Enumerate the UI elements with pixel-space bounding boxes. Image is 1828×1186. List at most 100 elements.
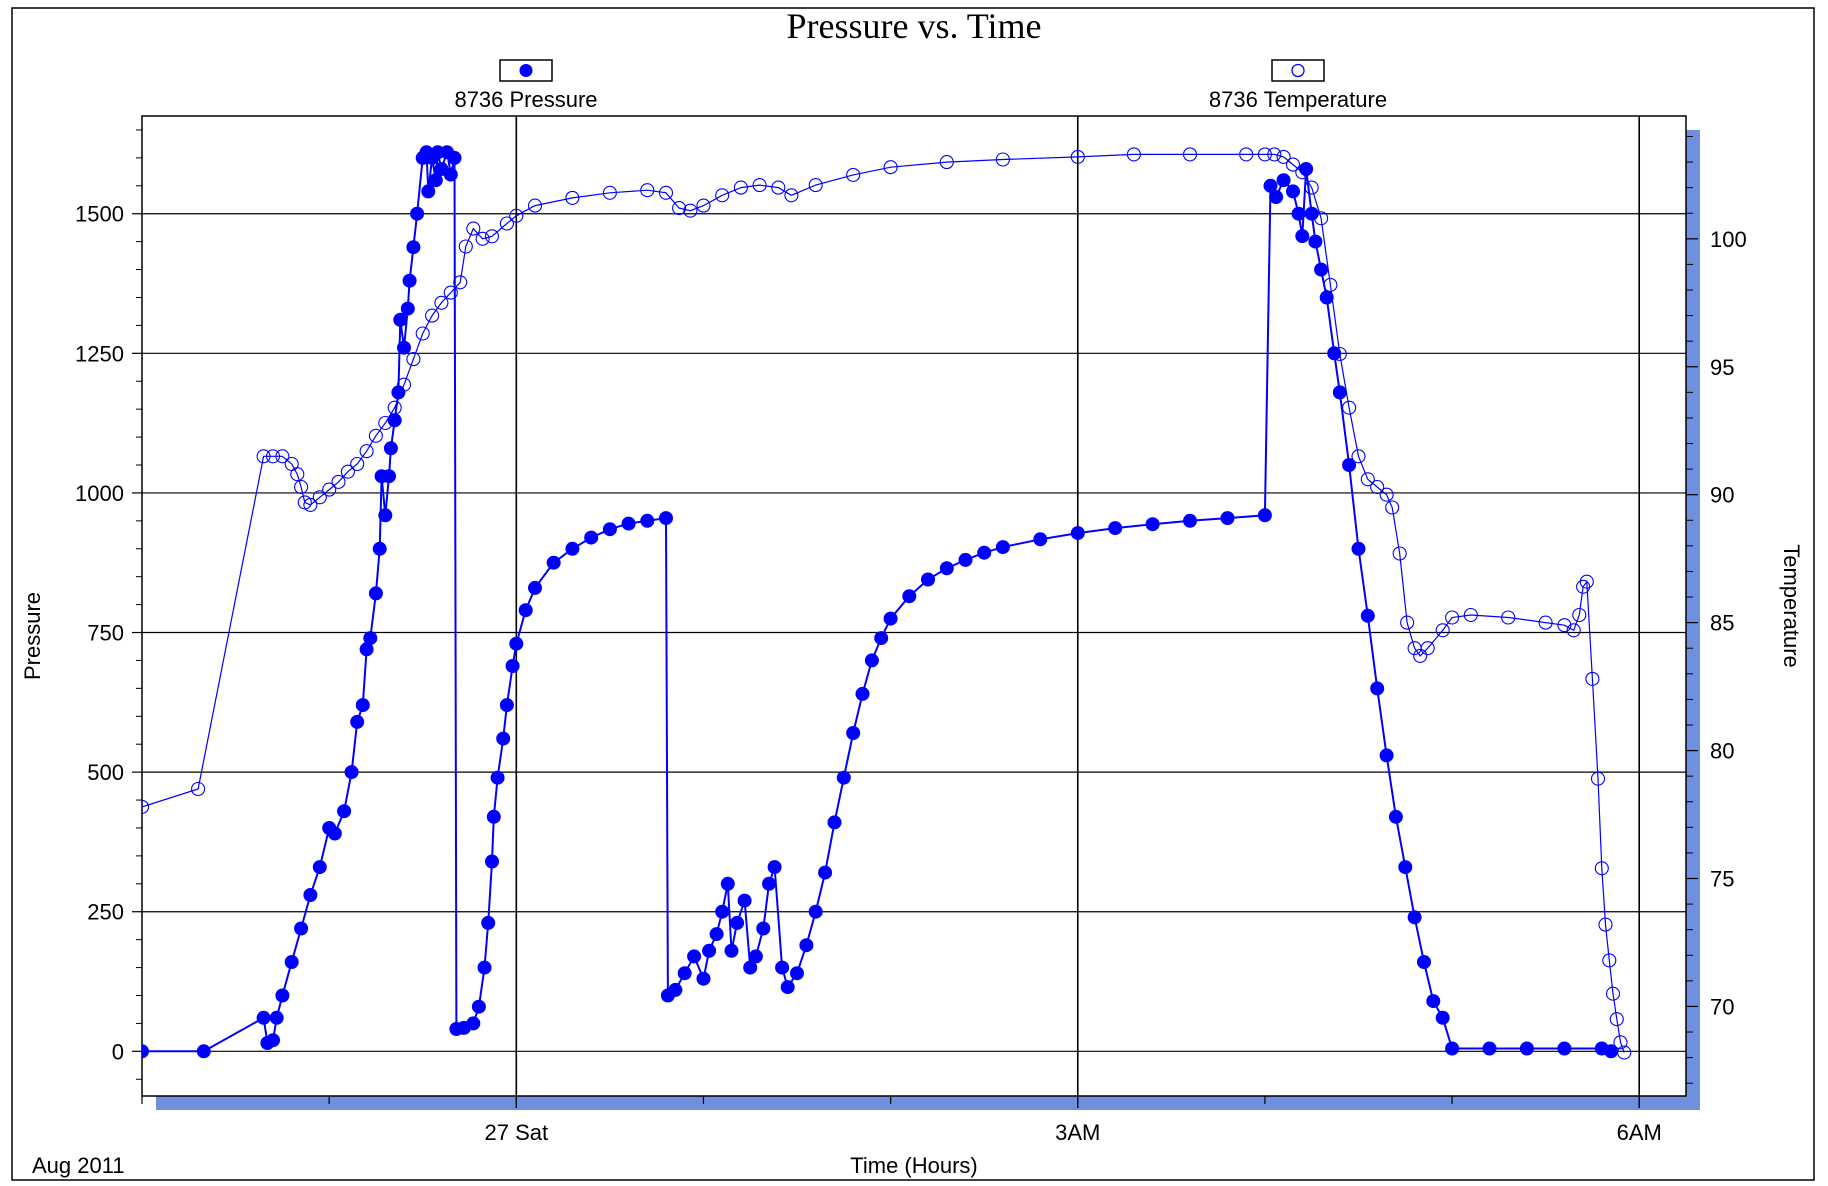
- pressure-point: [383, 441, 398, 456]
- plot-area: [141, 115, 1687, 1097]
- pressure-point: [1379, 748, 1394, 763]
- temperature-point: [350, 456, 365, 472]
- chart-title: Pressure vs. Time: [786, 6, 1041, 46]
- temperature-point: [1126, 147, 1141, 162]
- temperature-point: [1392, 546, 1407, 561]
- temperature-point: [1314, 211, 1329, 226]
- pressure-point: [1360, 608, 1375, 623]
- temperature-point: [1267, 147, 1282, 162]
- temperature-point: [256, 449, 271, 464]
- pressure-point: [406, 240, 421, 255]
- temperature-point: [752, 178, 767, 193]
- pressure-point: [958, 552, 973, 567]
- pressure-point: [1269, 190, 1284, 204]
- temperature-point: [846, 167, 861, 182]
- pressure-point: [668, 982, 683, 997]
- temperature-point: [1609, 1012, 1624, 1027]
- pressure-point: [724, 943, 739, 958]
- pressure-point: [1145, 517, 1160, 532]
- pressure-point: [709, 927, 724, 942]
- pressure-point: [284, 955, 299, 969]
- temperature-point: [368, 428, 383, 443]
- x-tick-label: 27 Sat: [484, 1120, 548, 1145]
- temperature-point: [1594, 861, 1609, 876]
- temperature-point: [443, 285, 458, 300]
- temperature-point: [387, 400, 402, 415]
- legend: 8736 Pressure 8736 Temperature: [454, 59, 1387, 112]
- horizontal-gridlines: [142, 213, 1686, 1052]
- pressure-point: [1220, 511, 1235, 526]
- pressure-point: [294, 921, 309, 936]
- temperature-point: [527, 198, 543, 213]
- temperature-point: [340, 464, 355, 479]
- pressure-point: [790, 966, 804, 981]
- pressure-point: [1388, 809, 1403, 824]
- pressure-point: [350, 714, 365, 729]
- y2-tick-label: 90: [1710, 483, 1734, 508]
- pressure-point: [1183, 513, 1197, 528]
- temperature-point: [331, 474, 346, 489]
- pressure-point: [410, 206, 425, 221]
- pressure-point: [1257, 508, 1272, 523]
- pressure-point: [1319, 290, 1334, 305]
- pressure-point: [1407, 910, 1422, 925]
- legend-item-temperature[interactable]: 8736 Temperature: [1209, 59, 1387, 112]
- pressure-point: [477, 960, 492, 975]
- pressure-point: [1108, 521, 1123, 536]
- temperature-point: [672, 201, 687, 216]
- pressure-point: [846, 726, 861, 740]
- temperature-point: [883, 160, 898, 175]
- temperature-point: [1420, 641, 1435, 656]
- pressure-point: [378, 508, 393, 523]
- open-circle-marker-icon: [1291, 63, 1305, 78]
- temperature-point: [484, 229, 500, 244]
- pressure-point: [368, 586, 383, 601]
- pressure-point: [485, 854, 499, 869]
- pressure-point: [509, 636, 524, 651]
- temperature-point: [1304, 180, 1319, 195]
- pressure-point: [874, 631, 889, 646]
- pressure-point: [269, 1010, 284, 1025]
- pressure-point: [584, 530, 599, 545]
- pressure-point: [1417, 955, 1431, 969]
- temperature-point: [294, 479, 309, 495]
- temperature-point: [415, 326, 430, 341]
- pressure-point: [756, 921, 771, 936]
- pressure-point: [836, 770, 851, 785]
- temperature-point: [115, 826, 128, 839]
- pressure-point: [546, 555, 561, 570]
- pressure-point: [481, 915, 496, 930]
- y-tick-label: 1250: [75, 341, 124, 366]
- pressure-point: [266, 1033, 280, 1048]
- temperature-point: [107, 877, 120, 890]
- pressure-point: [762, 876, 776, 891]
- pressure-point: [344, 765, 359, 780]
- pressure-point: [1557, 1041, 1572, 1056]
- pressure-point: [640, 513, 655, 528]
- x-tick-label: 3AM: [1055, 1120, 1100, 1145]
- legend-label-pressure: 8736 Pressure: [454, 87, 597, 112]
- temperature-point: [939, 155, 954, 170]
- pressure-point: [799, 938, 814, 953]
- pressure-point: [337, 804, 352, 819]
- temperature-point: [466, 221, 481, 236]
- pressure-point: [659, 511, 673, 526]
- temperature-point: [378, 415, 393, 431]
- pressure-point: [1445, 1041, 1460, 1056]
- pressure-point: [696, 971, 711, 986]
- pressure-point: [393, 312, 408, 327]
- pressure-point: [1342, 458, 1357, 472]
- temperature-point: [1295, 165, 1310, 180]
- legend-item-pressure[interactable]: 8736 Pressure: [454, 59, 598, 112]
- pressure-point: [1327, 346, 1342, 361]
- pressure-point: [1482, 1041, 1497, 1056]
- y2-axis-label: Temperature: [1779, 544, 1804, 668]
- temperature-point: [1463, 607, 1478, 623]
- pressure-point: [528, 580, 542, 595]
- temperature-point: [1435, 623, 1450, 638]
- pressure-point: [490, 770, 505, 785]
- pressure-point: [402, 273, 417, 288]
- pressure-point: [808, 904, 823, 919]
- pressure-point: [677, 966, 692, 981]
- temperature-point: [565, 190, 580, 205]
